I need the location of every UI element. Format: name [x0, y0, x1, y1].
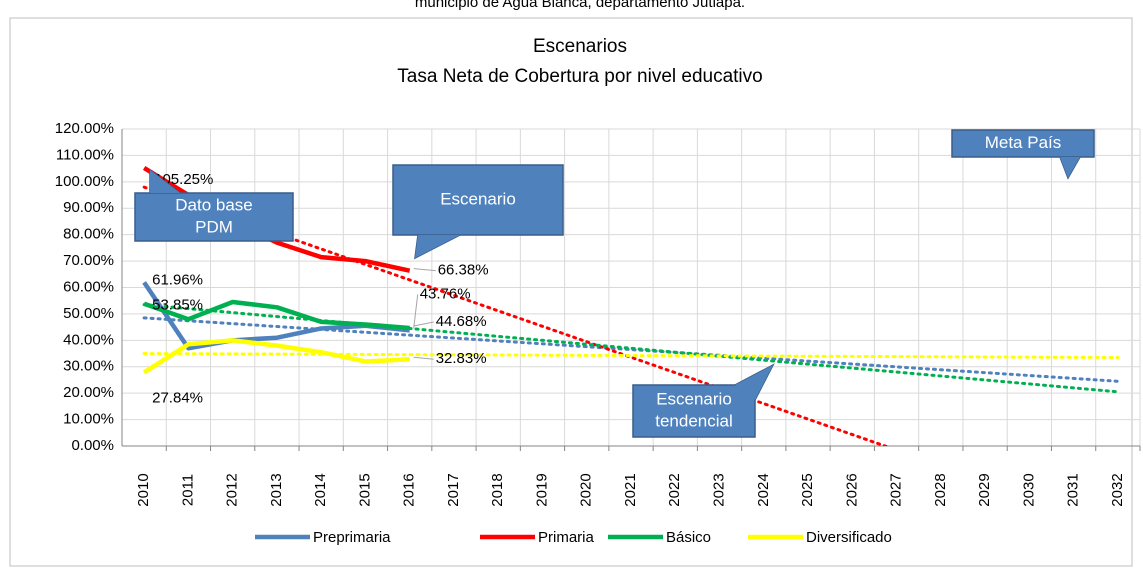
y-tick-label: 40.00% — [63, 331, 114, 348]
chart-title: Escenarios — [533, 36, 627, 57]
header: municipio de Agua Blanca, departamento J… — [415, 0, 745, 11]
x-tick-label: 2026 — [843, 473, 860, 506]
x-tick-label: 2019 — [533, 473, 550, 506]
x-tick-label: 2023 — [710, 473, 727, 506]
data-label: 27.84% — [152, 389, 203, 406]
x-tick-label: 2028 — [932, 473, 949, 506]
x-tick-label: 2022 — [666, 473, 683, 506]
series-line — [143, 299, 410, 331]
x-tick-label: 2014 — [312, 473, 329, 506]
y-tick-label: 50.00% — [63, 305, 114, 322]
legend-label: Básico — [666, 529, 711, 546]
legend-label: Diversificado — [806, 529, 892, 546]
data-label: 53.85% — [152, 297, 203, 314]
chart-frame — [9, 17, 1133, 567]
y-tick-label: 70.00% — [63, 252, 114, 269]
y-tick-label: 60.00% — [63, 278, 114, 295]
x-tick-label: 2018 — [489, 473, 506, 506]
x-tick-label: 2029 — [976, 473, 993, 506]
leader-line — [413, 321, 434, 327]
callout-text: Meta País — [985, 133, 1062, 152]
y-tick-label: 110.00% — [56, 146, 114, 163]
x-tick-label: 2012 — [224, 473, 241, 506]
y-tick-label: 0.00% — [71, 437, 114, 454]
y-tick-label: 30.00% — [63, 358, 114, 375]
x-tick-label: 2027 — [888, 473, 905, 506]
callout-text: Escenario — [656, 389, 732, 408]
y-tick-label: 80.00% — [63, 226, 114, 243]
callout-text: tendencial — [655, 411, 733, 430]
data-label: 44.68% — [436, 313, 487, 330]
data-label: 61.96% — [152, 271, 203, 288]
x-tick-label: 2021 — [622, 473, 639, 506]
callout-tail-cover — [150, 170, 180, 193]
x-tick-label: 2010 — [135, 473, 152, 506]
callout-box — [392, 164, 564, 236]
x-tick-label: 2030 — [1020, 473, 1037, 506]
data-label: 66.38% — [438, 262, 489, 279]
legend-label: Preprimaria — [313, 529, 391, 546]
data-label: 43.76% — [420, 285, 471, 302]
leader-line — [413, 268, 436, 272]
callout-tail-cover — [415, 235, 460, 258]
x-tick-label: 2031 — [1065, 473, 1082, 506]
y-tick-label: 100.00% — [55, 173, 114, 190]
trendline — [142, 352, 1120, 360]
y-tick-label: 90.00% — [63, 199, 114, 216]
x-tick-label: 2017 — [445, 473, 462, 506]
callout-box — [951, 129, 1095, 158]
leader-line — [413, 356, 434, 360]
callout-tail-cover — [1060, 157, 1080, 178]
callout-box — [632, 384, 756, 438]
callout-text: Dato base — [175, 195, 253, 214]
x-tick-label: 2024 — [755, 473, 772, 506]
x-tick-label: 2032 — [1109, 473, 1126, 506]
x-tick-label: 2011 — [179, 474, 196, 506]
x-tick-label: 2025 — [799, 473, 816, 506]
data-label: 32.83% — [436, 350, 487, 367]
legend-label: Primaria — [538, 529, 594, 546]
y-tick-label: 10.00% — [63, 411, 114, 428]
callout-box — [134, 192, 294, 242]
trendline — [142, 316, 1120, 383]
callout-tail-cover — [735, 365, 773, 400]
callout-text: PDM — [195, 217, 233, 236]
leader-line — [413, 294, 419, 329]
x-tick-label: 2020 — [578, 473, 595, 506]
chart-title: Tasa Neta de Cobertura por nivel educati… — [397, 66, 762, 87]
x-tick-label: 2013 — [268, 473, 285, 506]
series-line — [142, 338, 410, 375]
y-tick-label: 120.00% — [55, 120, 114, 137]
x-tick-label: 2016 — [401, 473, 418, 506]
callout-text: Escenario — [440, 189, 516, 208]
y-tick-label: 20.00% — [63, 384, 114, 401]
x-tick-label: 2015 — [356, 473, 373, 506]
